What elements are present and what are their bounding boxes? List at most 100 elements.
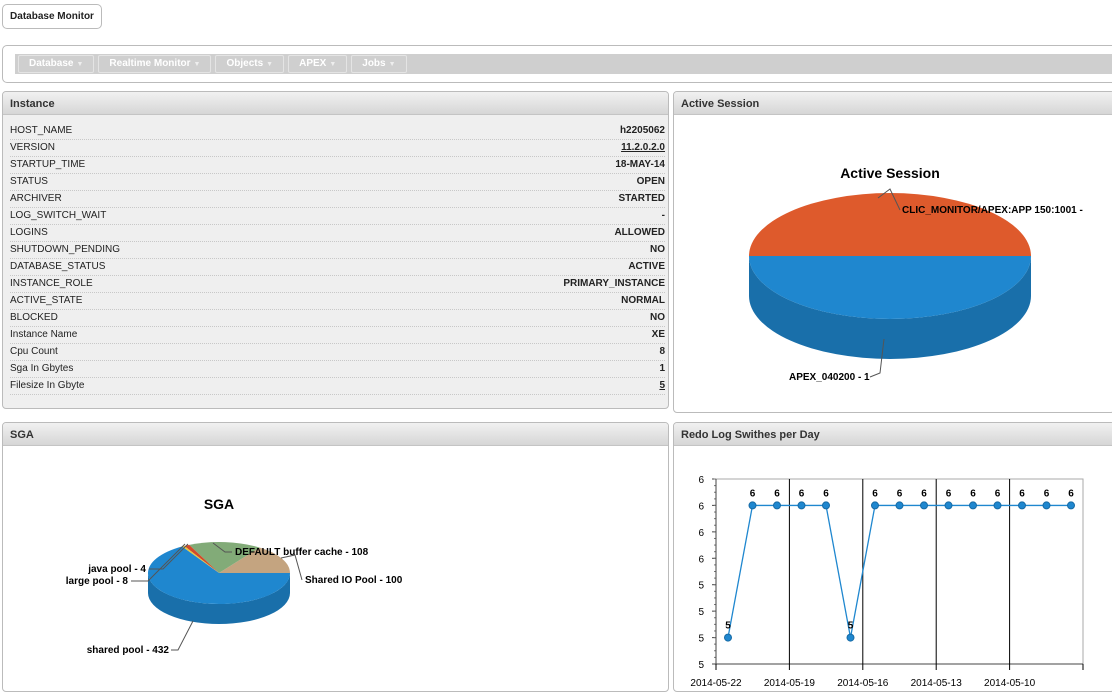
pie-slice[interactable] <box>219 547 290 573</box>
pie-slice[interactable] <box>181 545 219 573</box>
data-label: 6 <box>774 488 780 499</box>
data-point[interactable] <box>822 501 830 510</box>
menu-jobs[interactable]: Jobs ▼ <box>351 55 407 73</box>
data-point[interactable] <box>773 501 781 510</box>
menu-database[interactable]: Database ▼ <box>18 55 95 73</box>
data-label: 6 <box>897 488 903 499</box>
pie-slice[interactable] <box>147 546 290 604</box>
row-key: ACTIVE_STATE <box>10 295 83 306</box>
data-label: 6 <box>970 488 976 499</box>
instance-row: Filesize In Gbyte 5 <box>10 378 665 395</box>
active-session-pie-chart: Active Session CLIC_MONITOR/APEX:APP 150:… <box>749 165 1083 383</box>
pie-slice[interactable] <box>749 193 1031 256</box>
y-tick-label: 6 <box>698 475 704 486</box>
data-point[interactable] <box>895 501 904 510</box>
data-point[interactable] <box>920 501 928 510</box>
data-point[interactable] <box>1067 501 1075 510</box>
active-session-panel: Active Session Active Session CLIC_MONITO… <box>673 91 1112 413</box>
pie-slice-side <box>749 256 1031 359</box>
data-point[interactable] <box>944 501 953 510</box>
redo-log-line-chart: 6 6 6 6 5 5 5 5 2014-05-22 2014-05-19 2014-05-16 20… <box>690 475 1084 689</box>
menu-label: Jobs <box>362 58 386 69</box>
data-point[interactable] <box>969 501 977 510</box>
row-value: NO <box>650 244 665 255</box>
data-point[interactable] <box>748 501 757 510</box>
data-label: DEFAULT buffer cache - 108 <box>235 547 369 558</box>
label-connector <box>869 338 885 378</box>
pie-slice[interactable] <box>184 544 219 573</box>
row-value: - <box>661 210 665 221</box>
instance-row: Instance Name XE <box>10 327 665 344</box>
row-value: 1 <box>659 363 665 374</box>
row-value: STARTED <box>618 193 665 204</box>
row-key: HOST_NAME <box>10 125 73 136</box>
x-tick-label: 2014-05-22 <box>690 678 742 689</box>
row-value: NORMAL <box>621 295 665 306</box>
pie-slice-side <box>148 573 290 624</box>
app-title-button[interactable]: Database Monitor <box>2 4 102 29</box>
label-connector <box>280 554 303 581</box>
menu-realtime-monitor[interactable]: Realtime Monitor ▼ <box>98 55 212 73</box>
instance-row: STATUS OPEN <box>10 174 665 191</box>
y-tick-label: 6 <box>698 501 704 512</box>
x-tick-label: 2014-05-13 <box>911 678 963 689</box>
y-tick-label: 5 <box>698 634 704 645</box>
menu-objects[interactable]: Objects ▼ <box>215 55 285 73</box>
instance-row: STARTUP_TIME 18-MAY-14 <box>10 157 665 174</box>
row-value: OPEN <box>636 176 665 187</box>
row-key: Sga In Gbytes <box>10 363 74 374</box>
data-point[interactable] <box>1042 501 1051 510</box>
instance-row: INSTANCE_ROLE PRIMARY_INSTANCE <box>10 276 665 293</box>
row-value: h2205062 <box>619 125 665 136</box>
row-value: NO <box>650 312 665 323</box>
row-key: BLOCKED <box>10 312 58 323</box>
row-key: Filesize In Gbyte <box>10 380 85 391</box>
sga-panel: SGA SGA Shared IO Pool - 100 DEFAULT buffe… <box>2 422 669 692</box>
chevron-down-icon: ▼ <box>329 61 337 68</box>
chevron-down-icon: ▼ <box>266 61 274 68</box>
chevron-down-icon: ▼ <box>193 61 201 68</box>
data-label: java pool - 4 <box>87 564 146 575</box>
series-line <box>727 504 1071 638</box>
data-label: Shared IO Pool - 100 <box>305 575 403 586</box>
data-point[interactable] <box>871 501 879 510</box>
row-value: ACTIVE <box>628 261 665 272</box>
row-value[interactable]: 11.2.0.2.0 <box>621 142 665 153</box>
row-key: DATABASE_STATUS <box>10 261 106 272</box>
menu-label: Database <box>29 58 74 69</box>
row-value[interactable]: 5 <box>659 380 665 391</box>
chevron-down-icon: ▼ <box>76 61 84 68</box>
data-point[interactable] <box>1018 501 1026 510</box>
data-label: 6 <box>1044 488 1050 499</box>
instance-row: SHUTDOWN_PENDING NO <box>10 242 665 259</box>
sga-panel-header: SGA <box>3 423 668 446</box>
pie-slice[interactable] <box>189 542 260 573</box>
instance-row: Cpu Count 8 <box>10 344 665 361</box>
row-key: INSTANCE_ROLE <box>10 278 93 289</box>
data-point[interactable] <box>797 501 806 510</box>
data-point[interactable] <box>724 633 732 642</box>
data-label: large pool - 8 <box>66 576 129 587</box>
data-point[interactable] <box>846 633 855 642</box>
row-key: ARCHIVER <box>10 193 62 204</box>
instance-row: BLOCKED NO <box>10 310 665 327</box>
menu-label: Objects <box>226 58 264 69</box>
instance-panel: Instance HOST_NAME h2205062 VERSION 11.2.0.… <box>2 91 669 409</box>
row-key: STATUS <box>10 176 48 187</box>
menu-apex[interactable]: APEX ▼ <box>288 55 348 73</box>
label-connector <box>212 542 232 553</box>
row-key: LOGINS <box>10 227 48 238</box>
row-value: 8 <box>659 346 665 357</box>
pie-slice[interactable] <box>749 256 1031 319</box>
menu-label: Realtime Monitor <box>109 58 191 69</box>
data-label: 6 <box>750 488 756 499</box>
data-label: 6 <box>799 488 805 499</box>
instance-row: Sga In Gbytes 1 <box>10 361 665 378</box>
data-point[interactable] <box>993 501 1002 510</box>
chart-title: SGA <box>204 496 234 512</box>
menu-label: APEX <box>299 58 327 69</box>
y-tick-label: 6 <box>698 554 704 565</box>
label-connector <box>131 543 186 582</box>
menu-bar: Database ▼ Realtime Monitor ▼ Objects ▼ APEX ▼ J… <box>15 54 1112 74</box>
label-connector <box>877 188 901 211</box>
